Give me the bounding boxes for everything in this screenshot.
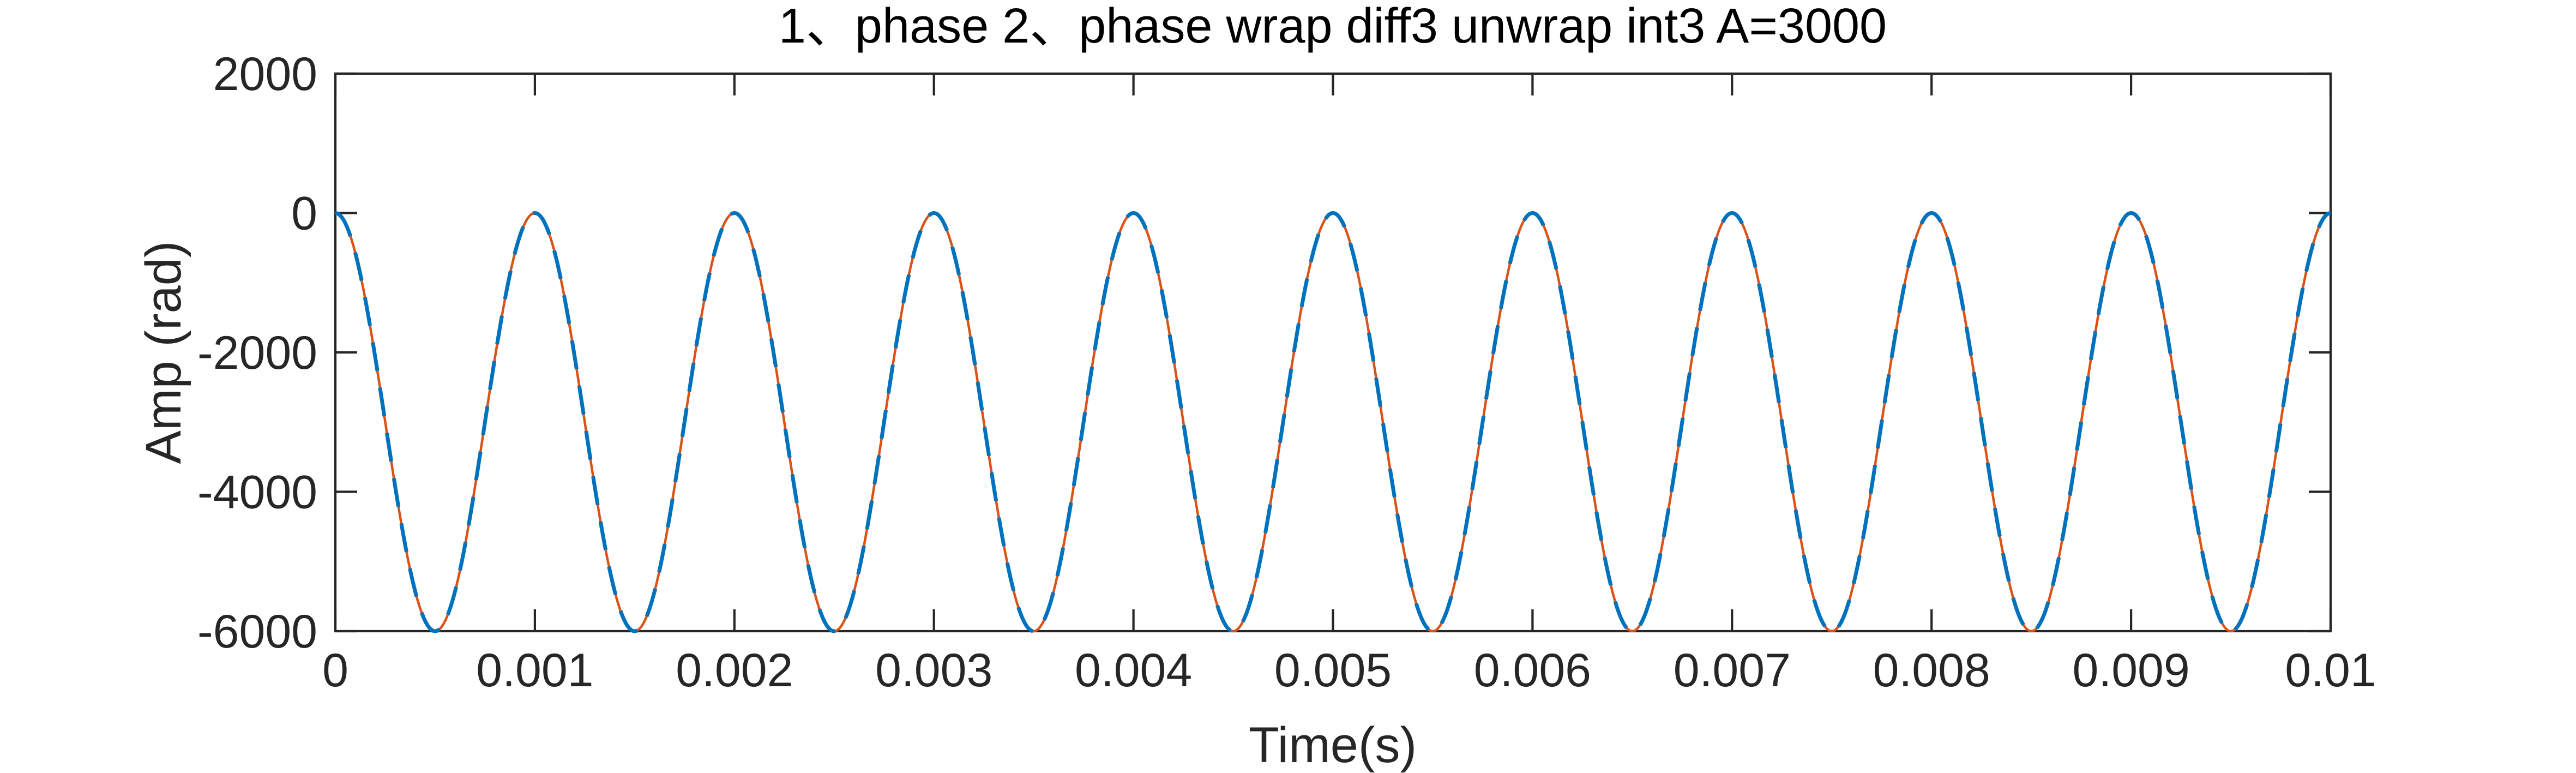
series-line-solid-orange <box>334 212 2332 633</box>
x-tick-label: 0.009 <box>2072 644 2189 697</box>
x-tick-label: 0.008 <box>1873 644 1990 697</box>
x-tick-label: 0.004 <box>1075 644 1192 697</box>
series-line-dashed-blue <box>334 211 2332 633</box>
x-tick-label: 0.002 <box>676 644 793 697</box>
plot-box <box>334 72 2332 633</box>
series-layer <box>334 211 2332 633</box>
x-tick-label: 0.006 <box>1474 644 1591 697</box>
x-axis-label: Time(s) <box>1249 717 1417 773</box>
y-tick-label: -4000 <box>197 466 317 519</box>
y-tick-label: 0 <box>291 188 317 240</box>
x-tick-label: 0.003 <box>875 644 992 697</box>
x-tick-label: 0.005 <box>1274 644 1392 697</box>
y-tick-label: 2000 <box>213 48 317 100</box>
x-tick-label: 0.01 <box>2285 644 2376 697</box>
x-tick-label: 0.007 <box>1674 644 1791 697</box>
x-tick-label: 0 <box>322 644 348 697</box>
x-tick-label: 0.001 <box>476 644 593 697</box>
axes-layer: 0 0.001 0.002 0.003 0.004 0.005 0.006 0.007 0.00… <box>197 48 2376 697</box>
y-tick-label: -6000 <box>197 606 317 658</box>
y-axis-label: Amp (rad) <box>136 241 191 464</box>
plot-title: 1、phase 2、phase wrap diff3 unwrap int3 A… <box>779 0 1887 53</box>
y-tick-label: -2000 <box>197 327 317 379</box>
